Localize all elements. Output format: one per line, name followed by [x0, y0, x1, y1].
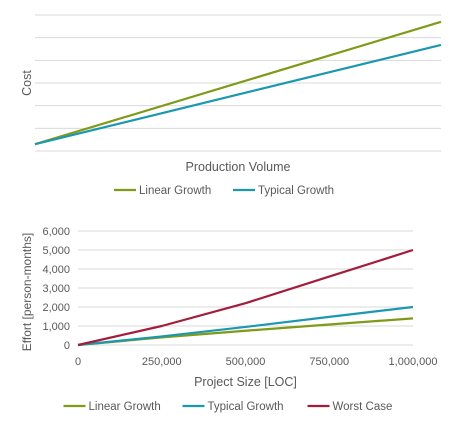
x-axis-title: Project Size [LOC] [194, 375, 297, 389]
x-axis-title: Production Volume [186, 160, 291, 174]
y-tick-label: 5,000 [42, 245, 70, 257]
x-tick-label: 0 [75, 356, 81, 368]
legend-label-typical-growth: Typical Growth [208, 401, 284, 413]
y-tick-label: 6,000 [42, 226, 70, 238]
x-tick-label: 500,000 [226, 356, 266, 368]
y-axis-title: Cost [20, 70, 34, 96]
legend-label-typical-growth: Typical Growth [258, 185, 334, 197]
x-tick-label: 750,000 [309, 356, 349, 368]
series-line-typical-growth [34, 43, 442, 146]
series-line-worst-case [77, 248, 414, 347]
x-tick-label: 1,000,000 [389, 356, 438, 368]
legend-label-worst-case: Worst Case [333, 401, 393, 413]
series-line-linear-growth [34, 20, 442, 146]
x-tick-label: 250,000 [142, 356, 182, 368]
chart-cost-vs-production-volume: Production Volume Cost Linear Growth Typica… [20, 14, 442, 197]
legend-label-linear-growth: Linear Growth [139, 185, 211, 197]
series-line-linear-growth [77, 317, 414, 347]
legend-label-linear-growth: Linear Growth [89, 401, 161, 413]
y-tick-label: 3,000 [42, 283, 70, 295]
series-line-typical-growth [77, 305, 414, 347]
y-tick-label: 0 [64, 340, 70, 352]
chart-effort-vs-project-size: 0 1,000 2,000 3,000 4,000 5,000 6,000 0 250,000 5… [20, 226, 438, 413]
y-tick-label: 2,000 [42, 302, 70, 314]
y-tick-label: 1,000 [42, 321, 70, 333]
y-axis-title: Effort [person-months] [20, 233, 34, 352]
y-tick-label: 4,000 [42, 264, 70, 276]
